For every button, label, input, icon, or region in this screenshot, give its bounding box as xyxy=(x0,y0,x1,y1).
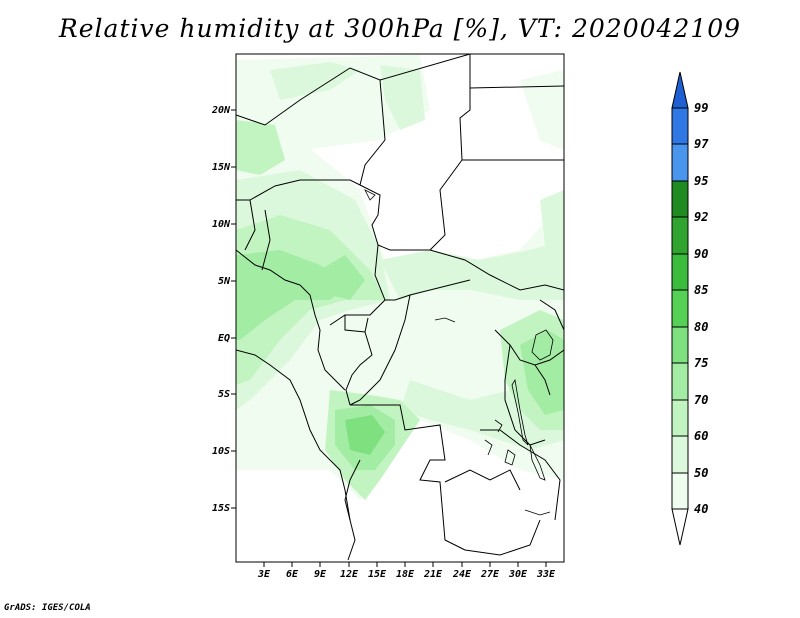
lat-label: EQ xyxy=(218,333,230,344)
colorbar-segment xyxy=(671,216,689,255)
colorbar-label: 50 xyxy=(694,466,708,480)
lat-label: 5S xyxy=(218,389,230,400)
rh-60-area xyxy=(540,190,564,250)
lon-label: 3E xyxy=(257,569,271,580)
colorbar-bottom-arrow xyxy=(671,508,689,546)
lon-label: 12E xyxy=(340,569,359,580)
rh-75-area xyxy=(520,330,564,415)
lon-label: 15E xyxy=(368,569,387,580)
colorbar-label: 70 xyxy=(694,393,708,407)
rh-80-area xyxy=(345,415,385,455)
colorbar-segment xyxy=(671,362,689,401)
colorbar-segment xyxy=(671,180,689,218)
lon-label: 21E xyxy=(423,569,443,580)
colorbar-segment xyxy=(671,472,689,510)
rh-50-area xyxy=(520,70,564,150)
colorbar-segment xyxy=(671,399,689,437)
colorbar-label: 95 xyxy=(694,174,708,188)
rh-80-area xyxy=(320,255,365,300)
lon-label: 6E xyxy=(286,569,299,580)
lon-label: 33E xyxy=(536,569,556,580)
colorbar-label: 90 xyxy=(694,247,708,261)
humidity-field xyxy=(236,55,564,500)
colorbar-label: 40 xyxy=(694,502,708,516)
grads-credit: GrADS: IGES/COLA xyxy=(4,603,91,613)
colorbar-segment xyxy=(671,107,689,145)
colorbar-label: 99 xyxy=(694,101,708,115)
colorbar xyxy=(671,71,689,546)
lon-label: 30E xyxy=(508,569,528,580)
rh-60-area xyxy=(270,62,360,100)
lat-label: 15N xyxy=(212,162,231,173)
colorbar-top-arrow xyxy=(671,71,689,109)
colorbar-segment xyxy=(671,289,689,328)
lon-label: 9E xyxy=(314,569,327,580)
colorbar-label: 60 xyxy=(694,429,708,443)
colorbar-label: 75 xyxy=(694,356,708,370)
lon-label: 27E xyxy=(480,569,500,580)
lat-label: 10N xyxy=(212,219,231,230)
rh-60-area xyxy=(380,65,425,130)
colorbar-segment xyxy=(671,143,689,182)
longitude-axis: 3E 6E 9E 12E 15E 18E 21E 24E 27E 30E 33E xyxy=(257,562,556,580)
lakes xyxy=(364,189,554,516)
map-title: Relative humidity at 300hPa [%], VT: 202… xyxy=(58,14,742,43)
colorbar-label: 92 xyxy=(694,210,708,224)
lat-label: 5N xyxy=(218,276,231,287)
colorbar-label: 97 xyxy=(694,137,709,151)
lat-label: 15S xyxy=(212,503,230,514)
country-borders xyxy=(236,54,564,561)
colorbar-label: 80 xyxy=(694,320,708,334)
colorbar-segment xyxy=(671,253,689,291)
rh-60-area xyxy=(236,120,285,175)
lat-label: 10S xyxy=(212,446,230,457)
colorbar-label: 85 xyxy=(694,283,708,297)
colorbar-segment xyxy=(671,435,689,474)
lon-label: 18E xyxy=(396,569,415,580)
latitude-axis: 20N 15N 10N 5N EQ 5S 10S 15S xyxy=(211,105,236,514)
map-frame xyxy=(235,53,565,563)
lat-label: 20N xyxy=(211,105,231,116)
colorbar-segment xyxy=(671,326,689,364)
rh-60-area xyxy=(380,240,564,300)
lon-label: 24E xyxy=(452,569,472,580)
colorbar-labels: 99 97 95 92 90 85 80 75 70 60 50 40 xyxy=(694,101,709,516)
